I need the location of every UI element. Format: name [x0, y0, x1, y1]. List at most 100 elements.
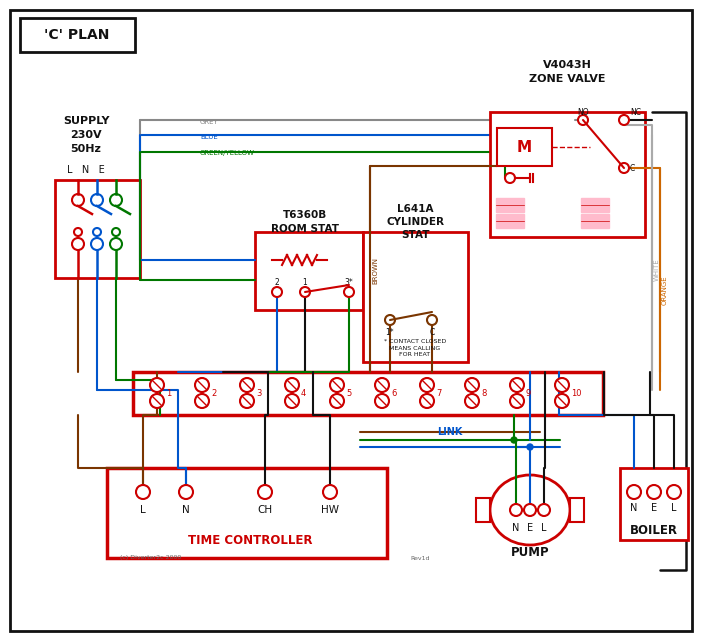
Text: NO: NO: [577, 108, 589, 117]
Circle shape: [465, 394, 479, 408]
Text: 9: 9: [526, 388, 531, 397]
Circle shape: [511, 437, 517, 443]
Circle shape: [74, 228, 82, 236]
Text: 1: 1: [166, 388, 171, 397]
Text: 5: 5: [346, 388, 351, 397]
Bar: [581, 214, 609, 228]
Bar: [133, 372, 603, 415]
Text: 10: 10: [571, 388, 581, 397]
Circle shape: [330, 394, 344, 408]
Text: V4043H
ZONE VALVE: V4043H ZONE VALVE: [529, 60, 605, 84]
Text: ORANGE: ORANGE: [662, 275, 668, 305]
Bar: [620, 468, 688, 540]
Text: BLUE: BLUE: [200, 134, 218, 140]
Text: T6360B
ROOM STAT: T6360B ROOM STAT: [271, 210, 339, 233]
Circle shape: [323, 485, 337, 499]
Circle shape: [385, 315, 395, 325]
Circle shape: [150, 394, 164, 408]
Circle shape: [150, 378, 164, 392]
Circle shape: [647, 485, 661, 499]
Circle shape: [240, 378, 254, 392]
Text: 1: 1: [303, 278, 307, 287]
Circle shape: [330, 378, 344, 392]
Circle shape: [272, 287, 282, 297]
Circle shape: [195, 378, 209, 392]
Text: C: C: [630, 163, 635, 172]
Circle shape: [527, 444, 533, 450]
Text: N: N: [630, 503, 637, 513]
Text: 4: 4: [301, 388, 306, 397]
Bar: [496, 214, 524, 228]
Bar: [581, 198, 609, 212]
Circle shape: [93, 228, 101, 236]
Circle shape: [179, 485, 193, 499]
Circle shape: [555, 378, 569, 392]
Text: 2: 2: [211, 388, 216, 397]
Circle shape: [375, 394, 389, 408]
Circle shape: [627, 485, 641, 499]
Text: GREY: GREY: [200, 119, 219, 125]
Circle shape: [258, 485, 272, 499]
Circle shape: [420, 378, 434, 392]
Text: GREEN/YELLOW: GREEN/YELLOW: [200, 150, 255, 156]
Circle shape: [524, 504, 536, 516]
Circle shape: [72, 194, 84, 206]
Circle shape: [505, 173, 515, 183]
Text: SUPPLY
230V
50Hz: SUPPLY 230V 50Hz: [62, 116, 110, 154]
Circle shape: [510, 394, 524, 408]
Circle shape: [510, 504, 522, 516]
Circle shape: [285, 394, 299, 408]
Text: E: E: [527, 523, 533, 533]
Circle shape: [240, 394, 254, 408]
Circle shape: [465, 378, 479, 392]
Bar: [55, 180, 140, 278]
Text: LINK: LINK: [437, 427, 463, 437]
Text: TIME CONTROLLER: TIME CONTROLLER: [187, 533, 312, 547]
Circle shape: [667, 485, 681, 499]
Text: HW: HW: [321, 505, 339, 515]
Text: 8: 8: [481, 388, 486, 397]
Bar: [490, 112, 645, 237]
Text: WHITE: WHITE: [654, 258, 660, 281]
Circle shape: [112, 228, 120, 236]
Circle shape: [91, 238, 103, 250]
Text: N: N: [512, 523, 519, 533]
Circle shape: [195, 394, 209, 408]
Text: N: N: [182, 505, 190, 515]
Text: NC: NC: [630, 108, 641, 117]
Bar: [107, 468, 387, 558]
Text: (c) Diverter2c 2000: (c) Diverter2c 2000: [120, 556, 181, 560]
Text: 6: 6: [391, 388, 397, 397]
Text: 2: 2: [274, 278, 279, 287]
Circle shape: [420, 394, 434, 408]
Bar: [363, 232, 468, 362]
Text: BOILER: BOILER: [630, 524, 678, 537]
Text: 'C' PLAN: 'C' PLAN: [44, 28, 110, 42]
Bar: [497, 128, 552, 166]
Circle shape: [375, 378, 389, 392]
Circle shape: [538, 504, 550, 516]
Circle shape: [344, 287, 354, 297]
Text: L   N   E: L N E: [67, 165, 105, 175]
Circle shape: [555, 394, 569, 408]
Circle shape: [578, 115, 588, 125]
Circle shape: [136, 485, 150, 499]
Text: 1*: 1*: [385, 328, 395, 337]
Circle shape: [300, 287, 310, 297]
Text: CH: CH: [258, 505, 272, 515]
Text: 3*: 3*: [345, 278, 353, 287]
Circle shape: [510, 378, 524, 392]
Text: L641A
CYLINDER
STAT: L641A CYLINDER STAT: [386, 204, 444, 240]
Text: Rev1d: Rev1d: [410, 556, 430, 560]
Circle shape: [619, 115, 629, 125]
Circle shape: [427, 315, 437, 325]
Circle shape: [619, 163, 629, 173]
Text: L: L: [541, 523, 547, 533]
Circle shape: [110, 194, 122, 206]
Bar: [20, 18, 135, 52]
Bar: [496, 198, 524, 212]
Bar: [476, 498, 490, 522]
Circle shape: [110, 238, 122, 250]
Circle shape: [91, 194, 103, 206]
Circle shape: [72, 238, 84, 250]
